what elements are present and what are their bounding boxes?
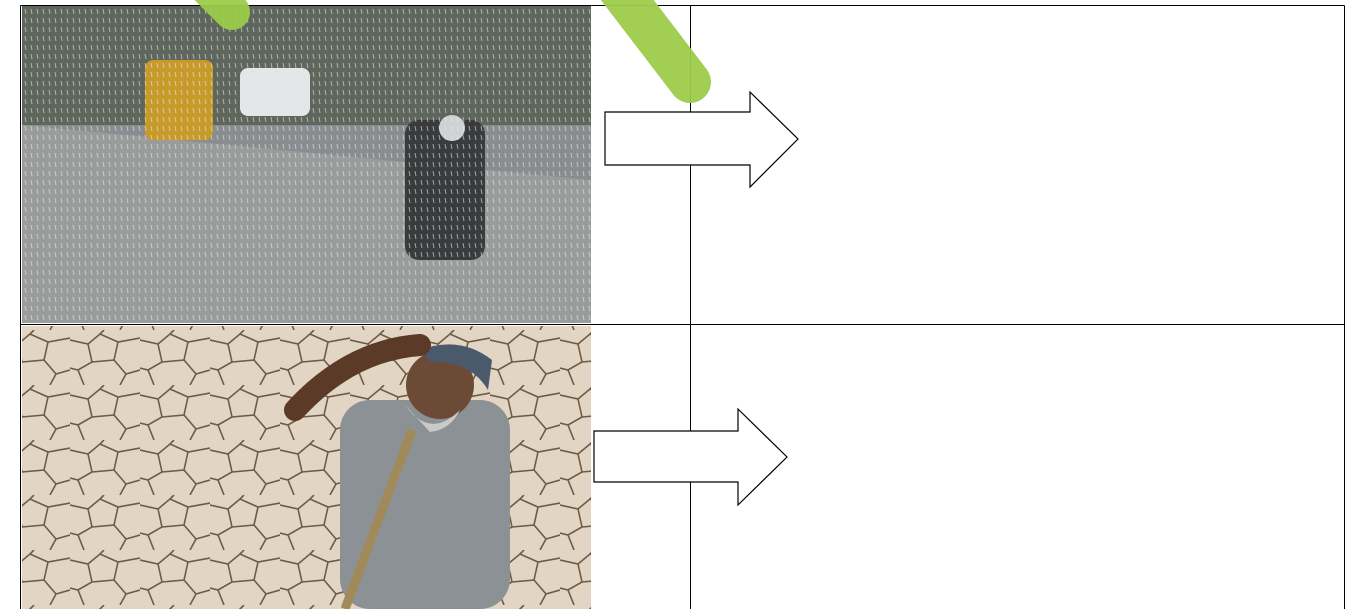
watermark-stripe [612,0,690,82]
drought-image [22,326,591,609]
rain-image [22,5,591,323]
rain [22,5,591,323]
farmer-shirt [340,400,510,609]
arrow [605,92,798,187]
